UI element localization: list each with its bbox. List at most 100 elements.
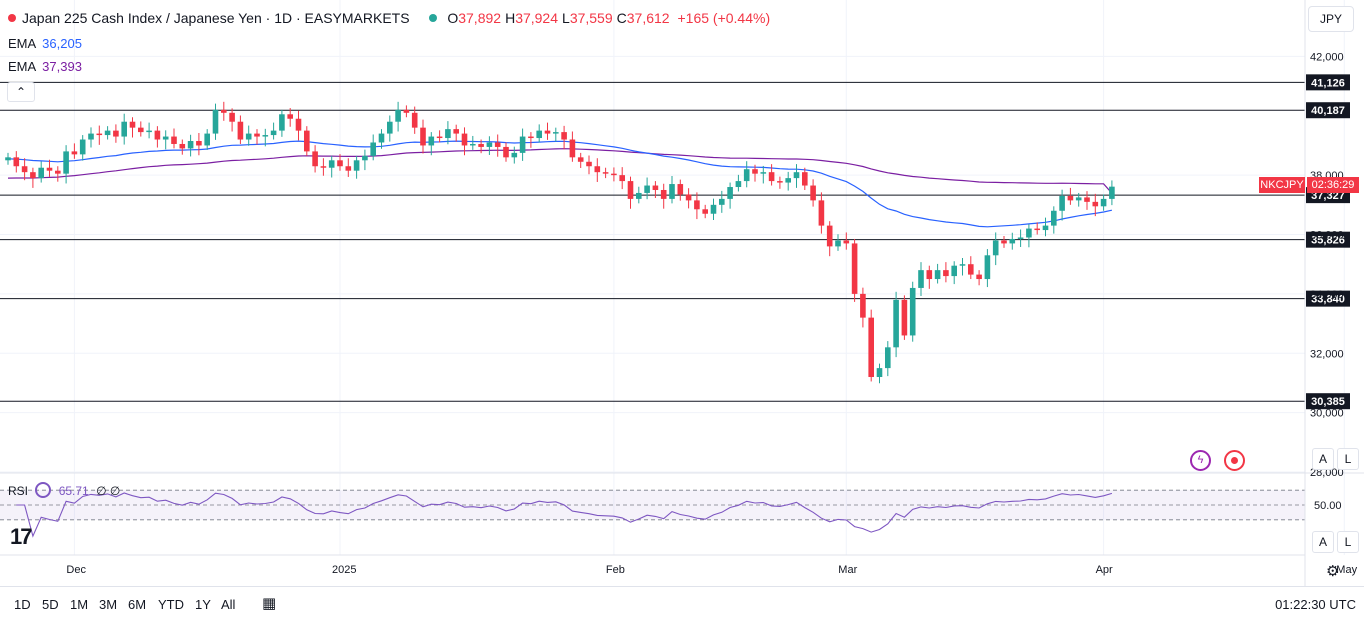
ema-slow-value: 37,393 bbox=[42, 59, 82, 74]
candle-body bbox=[362, 155, 368, 161]
candle-body bbox=[1009, 238, 1016, 244]
candle-body bbox=[1109, 186, 1115, 199]
candle-body bbox=[627, 181, 634, 199]
candle-body bbox=[719, 198, 725, 205]
candle-body bbox=[113, 130, 119, 137]
candle-body bbox=[436, 136, 443, 139]
auto-scale-button[interactable]: A bbox=[1312, 448, 1334, 470]
candle-body bbox=[901, 299, 908, 336]
candle-body bbox=[270, 130, 277, 136]
level-tag bbox=[1306, 74, 1350, 91]
gear-icon[interactable]: ⚙ bbox=[1326, 563, 1340, 580]
rsi-legend[interactable]: RSI 65.71 ∅ ∅ bbox=[8, 482, 120, 498]
clock[interactable]: 01:22:30 UTC bbox=[1275, 597, 1356, 612]
rsi-tick-label: 50.00 bbox=[1314, 500, 1342, 512]
time-tick-label: Mar bbox=[838, 564, 857, 576]
ema-fast-legend[interactable]: EMA 36,205 bbox=[8, 36, 82, 51]
rsi-auto-scale-button[interactable]: A bbox=[1312, 531, 1334, 553]
lightning-icon[interactable]: ϟ bbox=[1190, 450, 1211, 471]
candle-body bbox=[395, 109, 401, 122]
range-3m-button[interactable]: 3M bbox=[99, 597, 118, 612]
price-tick-label: 32,000 bbox=[1310, 348, 1344, 360]
rsi-settings-icon[interactable] bbox=[35, 482, 52, 498]
candle-body bbox=[685, 194, 692, 201]
candle-body bbox=[1026, 228, 1032, 238]
candle-body bbox=[553, 132, 559, 134]
candle-body bbox=[893, 299, 899, 348]
candle-body bbox=[885, 347, 891, 369]
level-tag-label: 41,126 bbox=[1311, 77, 1345, 89]
market-status-icon[interactable] bbox=[429, 14, 438, 22]
range-all-button[interactable]: All bbox=[221, 597, 236, 612]
level-tag bbox=[1306, 102, 1350, 119]
price-tick-label: 34,000 bbox=[1310, 289, 1344, 301]
candle-body bbox=[196, 141, 202, 146]
ema-slow-legend[interactable]: EMA 37,393 bbox=[8, 59, 82, 74]
candle-body bbox=[55, 170, 61, 174]
candle-body bbox=[611, 173, 617, 176]
collapse-legend-button[interactable]: ⌃ bbox=[7, 82, 35, 102]
candle-body bbox=[802, 172, 808, 186]
range-1m-button[interactable]: 1M bbox=[70, 597, 89, 612]
candle-body bbox=[387, 121, 393, 134]
candle-body bbox=[494, 142, 501, 147]
level-tag bbox=[1306, 231, 1350, 248]
candle-body bbox=[644, 185, 650, 193]
rsi-log-scale-button[interactable]: L bbox=[1337, 531, 1359, 553]
grid bbox=[0, 0, 1345, 555]
candle-body bbox=[328, 160, 335, 168]
range-ytd-button[interactable]: YTD bbox=[158, 597, 184, 612]
candle-body bbox=[918, 270, 924, 288]
candle-body bbox=[71, 151, 78, 155]
candle-body bbox=[1075, 197, 1082, 201]
candle-body bbox=[677, 184, 684, 195]
time-tick-label: 2025 bbox=[332, 564, 356, 576]
candle-body bbox=[262, 135, 269, 137]
rsi-pane: 50.00 bbox=[0, 489, 1342, 538]
candle-body bbox=[162, 136, 169, 140]
candle-body bbox=[1059, 195, 1065, 211]
time-axis: Dec 2025 Feb Mar Apr May bbox=[66, 564, 1357, 576]
support-resistance-lines: 41,126 40,187 37,327 35,826 33,840 30,385 bbox=[0, 74, 1350, 410]
tradingview-logo-icon[interactable]: 17 bbox=[10, 524, 33, 549]
level-tag bbox=[1306, 393, 1350, 410]
ema-slow-label: EMA bbox=[8, 59, 37, 74]
candle-body bbox=[702, 209, 708, 214]
ema-fast-line bbox=[7, 140, 1113, 228]
level-tag-label: 33,840 bbox=[1311, 294, 1345, 306]
candle-body bbox=[710, 204, 717, 214]
candle-body bbox=[46, 167, 53, 171]
candle-body bbox=[544, 130, 551, 134]
candle-body bbox=[768, 172, 775, 182]
range-5d-button[interactable]: 5D bbox=[42, 597, 59, 612]
record-icon[interactable] bbox=[1224, 450, 1245, 471]
ohlc-value: 37,924 bbox=[515, 10, 559, 26]
level-tag-label: 30,385 bbox=[1311, 396, 1345, 408]
candle-body bbox=[968, 264, 974, 275]
rsi-line bbox=[16, 492, 1113, 538]
range-1y-button[interactable]: 1Y bbox=[195, 597, 211, 612]
range-6m-button[interactable]: 6M bbox=[128, 597, 147, 612]
calendar-icon[interactable]: ▦ bbox=[262, 595, 277, 612]
candle-body bbox=[727, 187, 733, 199]
candle-body bbox=[179, 143, 186, 149]
candle-body bbox=[63, 151, 69, 174]
ohlc-label: H bbox=[505, 10, 516, 26]
currency-selector[interactable]: JPY bbox=[1308, 6, 1354, 32]
log-scale-button[interactable]: L bbox=[1337, 448, 1359, 470]
candle-body bbox=[279, 114, 285, 131]
candle-body bbox=[337, 160, 343, 167]
candle-body bbox=[345, 166, 352, 171]
ohlc-label: C bbox=[616, 10, 627, 26]
candle-body bbox=[478, 143, 484, 147]
price-tick-label: 30,000 bbox=[1310, 408, 1344, 420]
candle-body bbox=[760, 172, 767, 174]
candle-body bbox=[312, 151, 318, 167]
candle-body bbox=[943, 270, 949, 277]
candle-body bbox=[461, 133, 468, 146]
candle-body bbox=[992, 240, 999, 256]
candle-body bbox=[154, 130, 161, 140]
candle-body bbox=[221, 109, 227, 113]
range-1d-button[interactable]: 1D bbox=[14, 597, 31, 612]
